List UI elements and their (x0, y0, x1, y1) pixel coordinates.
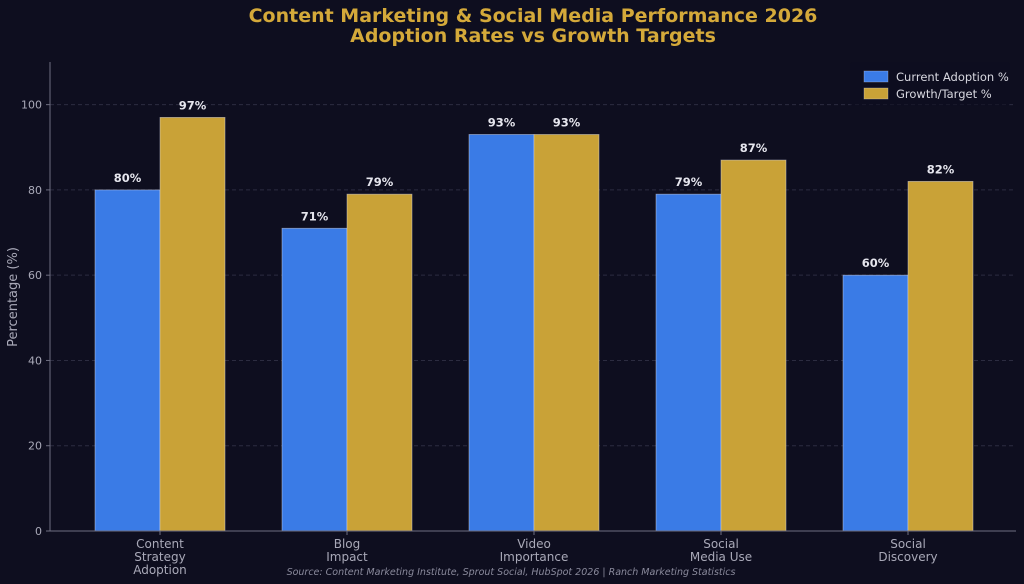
x-tick-label-4: Social Discovery (878, 537, 937, 564)
x-tick-label-line: Discovery (878, 550, 937, 564)
data-labels: 80% 97% 71% 79% 93% 93% 79% 87% 60% 82% (114, 98, 955, 270)
bars (94, 117, 974, 532)
legend-swatch-1 (863, 87, 889, 100)
data-label-current-0: 80% (114, 171, 142, 185)
bar-target-4 (907, 180, 974, 532)
legend-label-1: Growth/Target % (896, 87, 992, 101)
data-label-target-4: 82% (927, 162, 955, 176)
x-tick-label-0: Content Strategy Adoption (133, 537, 187, 577)
source-note: Source: Content Marketing Institute, Spr… (287, 567, 736, 578)
y-tick-label-80: 80 (28, 184, 42, 197)
bar-current-1 (281, 227, 348, 532)
y-tick-label-40: 40 (28, 354, 42, 367)
bar-target-2 (533, 134, 600, 532)
x-tick-label-line: Social (890, 537, 926, 551)
x-tick-label-line: Impact (326, 550, 368, 564)
legend-label-0: Current Adoption % (896, 70, 1009, 84)
data-label-current-4: 60% (862, 256, 890, 270)
data-label-current-2: 93% (488, 115, 516, 129)
y-axis-label: Percentage (%) (6, 247, 21, 347)
bar-current-0 (94, 189, 161, 532)
y-tick-label-60: 60 (28, 269, 42, 282)
x-tick-label-3: Social Media Use (690, 537, 752, 564)
legend: Current Adoption % Growth/Target % (850, 62, 1010, 106)
bar-target-3 (720, 159, 787, 532)
x-tick-label-line: Importance (500, 550, 569, 564)
chart-title: Content Marketing & Social Media Perform… (249, 5, 818, 27)
x-tick-label-line: Blog (334, 537, 361, 551)
bar-current-2 (468, 134, 535, 532)
x-tick-label-2: Video Importance (500, 537, 569, 564)
x-tick-label-line: Media Use (690, 550, 752, 564)
x-tick-label-line: Content (136, 537, 184, 551)
data-label-target-1: 79% (366, 175, 394, 189)
data-label-target-2: 93% (553, 115, 581, 129)
chart-subtitle: Adoption Rates vs Growth Targets (350, 25, 716, 47)
y-tick-label-20: 20 (28, 440, 42, 453)
legend-swatch-0 (863, 70, 889, 83)
x-tick-label-line: Video (517, 537, 551, 551)
x-tick-label-1: Blog Impact (326, 537, 368, 564)
x-tick-label-line: Social (703, 537, 739, 551)
data-label-current-1: 71% (301, 209, 329, 223)
x-tick-label-line: Adoption (133, 563, 187, 577)
data-label-current-3: 79% (675, 175, 703, 189)
y-tick-label-0: 0 (35, 525, 42, 538)
y-tick-label-100: 100 (21, 99, 42, 112)
bar-target-1 (346, 193, 413, 532)
data-label-target-3: 87% (740, 141, 768, 155)
data-label-target-0: 97% (179, 98, 207, 112)
bar-target-0 (159, 117, 226, 532)
x-tick-label-line: Strategy (134, 550, 185, 564)
bar-current-3 (655, 193, 722, 532)
legend-box (850, 62, 1010, 106)
bar-current-4 (842, 274, 909, 532)
